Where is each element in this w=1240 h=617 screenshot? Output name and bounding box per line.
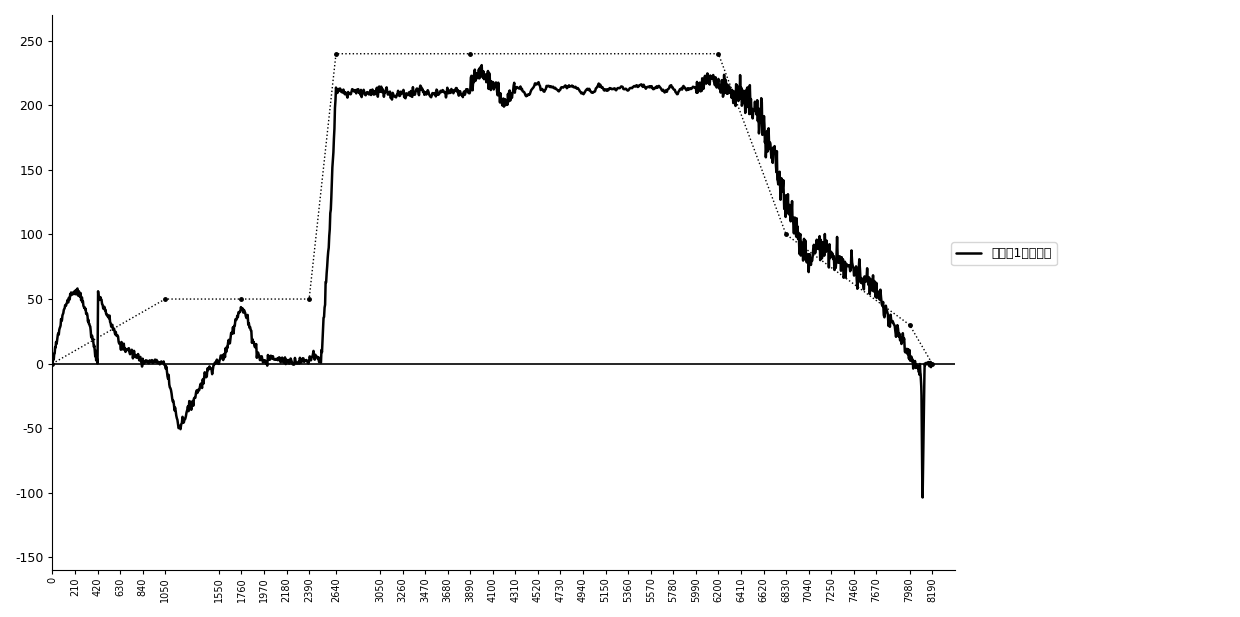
- 传感剨1平均应变: [732, 95, 746, 102]
- 传感剨1平均应变: [915, 494, 930, 501]
- 传感剨1平均应变: [484, 86, 498, 94]
- 传感剨1平均应变: [228, 315, 243, 323]
- 传感剨1平均应变: [903, 346, 918, 354]
- 传感剨1平均应变: [704, 75, 719, 82]
- Line: 传感剨1平均应变: 传感剨1平均应变: [52, 65, 932, 497]
- 传感剨1平均应变: [925, 360, 940, 367]
- 传感剨1平均应变: [45, 360, 60, 367]
- Legend: 传感剨1平均应变: 传感剨1平均应变: [951, 242, 1056, 265]
- 传感剨1平均应变: [332, 86, 347, 94]
- 传感剨1平均应变: [474, 62, 489, 69]
